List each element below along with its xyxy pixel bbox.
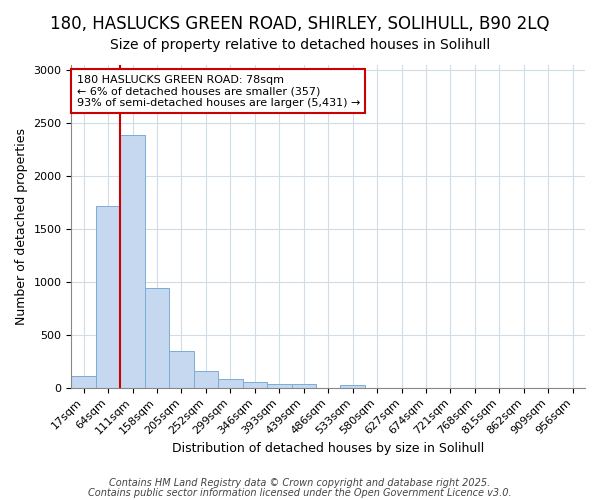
Bar — [121, 135, 145, 388]
Bar — [194, 372, 218, 388]
Bar — [242, 382, 267, 388]
Bar — [96, 206, 121, 388]
Text: Contains public sector information licensed under the Open Government Licence v3: Contains public sector information licen… — [88, 488, 512, 498]
Text: 180, HASLUCKS GREEN ROAD, SHIRLEY, SOLIHULL, B90 2LQ: 180, HASLUCKS GREEN ROAD, SHIRLEY, SOLIH… — [50, 15, 550, 33]
Bar — [340, 384, 365, 388]
Bar — [71, 376, 96, 388]
Bar — [145, 288, 169, 388]
Bar — [218, 380, 242, 388]
Bar — [169, 351, 194, 388]
Y-axis label: Number of detached properties: Number of detached properties — [15, 128, 28, 325]
Text: 180 HASLUCKS GREEN ROAD: 78sqm
← 6% of detached houses are smaller (357)
93% of : 180 HASLUCKS GREEN ROAD: 78sqm ← 6% of d… — [77, 74, 360, 108]
Text: Size of property relative to detached houses in Solihull: Size of property relative to detached ho… — [110, 38, 490, 52]
X-axis label: Distribution of detached houses by size in Solihull: Distribution of detached houses by size … — [172, 442, 484, 455]
Bar — [267, 384, 292, 388]
Text: Contains HM Land Registry data © Crown copyright and database right 2025.: Contains HM Land Registry data © Crown c… — [109, 478, 491, 488]
Bar — [292, 384, 316, 388]
